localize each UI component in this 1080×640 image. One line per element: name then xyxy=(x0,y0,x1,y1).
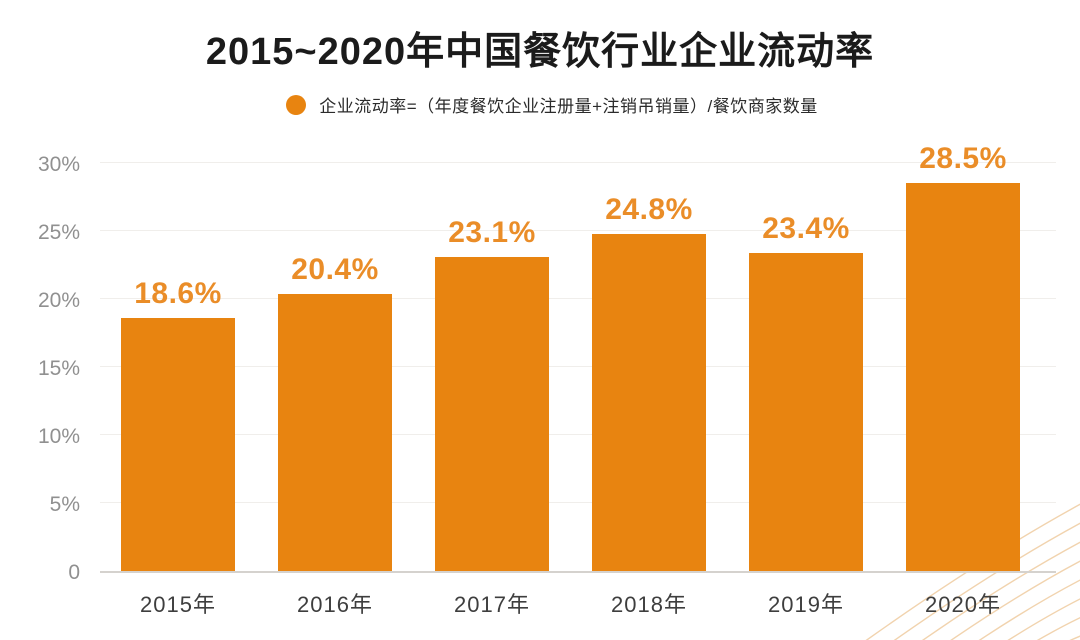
bar xyxy=(906,183,1020,571)
x-axis-label: 2016年 xyxy=(297,592,373,617)
decorative-arcs xyxy=(865,503,1080,640)
bar-value-label: 23.4% xyxy=(762,212,850,245)
x-axis-label: 2020年 xyxy=(925,592,1001,617)
bar-group: 24.8% 2018年 xyxy=(592,193,706,617)
y-axis-tick-label: 5% xyxy=(49,493,80,516)
y-axis-tick-label: 10% xyxy=(37,425,80,448)
gridline xyxy=(100,366,1056,367)
bar-group: 23.1% 2017年 xyxy=(435,216,549,617)
decorative-arc-line xyxy=(893,522,1080,640)
bar-group: 20.4% 2016年 xyxy=(278,253,392,617)
decorative-arc-line xyxy=(1007,598,1080,640)
bar-group: 28.5% 2020年 xyxy=(906,142,1020,617)
x-axis-label: 2017年 xyxy=(454,592,530,617)
x-axis-label: 2015年 xyxy=(140,592,216,617)
decorative-arc-line xyxy=(921,541,1080,640)
bar xyxy=(592,234,706,571)
bar-group: 18.6% 2015年 xyxy=(121,277,235,617)
decorative-arc-line xyxy=(1069,635,1080,640)
bar-value-label: 28.5% xyxy=(919,142,1007,175)
bar xyxy=(435,257,549,571)
bar xyxy=(749,253,863,571)
x-axis-label: 2019年 xyxy=(768,592,844,617)
gridline xyxy=(100,434,1056,435)
bar-group: 23.4% 2019年 xyxy=(749,212,863,617)
legend-label: 企业流动率=（年度餐饮企业注册量+注销吊销量）/餐饮商家数量 xyxy=(319,97,818,116)
page-title: 2015~2020年中国餐饮行业企业流动率 xyxy=(205,31,875,73)
bar-value-label: 23.1% xyxy=(448,216,536,249)
y-axis-tick-label: 0 xyxy=(68,561,80,584)
bar-value-label: 20.4% xyxy=(291,253,379,286)
y-axis-tick-label: 15% xyxy=(37,357,80,380)
y-axis-tick-label: 20% xyxy=(37,289,80,312)
decorative-arc-line xyxy=(950,560,1080,640)
bar xyxy=(121,318,235,571)
y-axis-tick-label: 25% xyxy=(37,221,80,244)
gridline xyxy=(100,502,1056,503)
legend: 企业流动率=（年度餐饮企业注册量+注销吊销量）/餐饮商家数量 xyxy=(12,92,1080,117)
legend-dot-icon xyxy=(286,94,307,115)
y-axis-tick-label: 30% xyxy=(37,153,80,176)
gridline xyxy=(100,230,1056,231)
gridline xyxy=(100,162,1056,163)
x-axis-label: 2018年 xyxy=(611,592,687,617)
decorative-arc-line xyxy=(978,579,1080,640)
bar-value-label: 18.6% xyxy=(134,277,222,310)
gridline xyxy=(100,298,1056,299)
bar-chart: 30% 25% 20% 15% 10% 5% 0 18.6% 2015年 20.4% 2016年 23… xyxy=(38,142,1056,617)
decorative-arc-line xyxy=(1036,616,1080,640)
bar-value-label: 24.8% xyxy=(605,193,693,226)
bar xyxy=(278,294,392,571)
